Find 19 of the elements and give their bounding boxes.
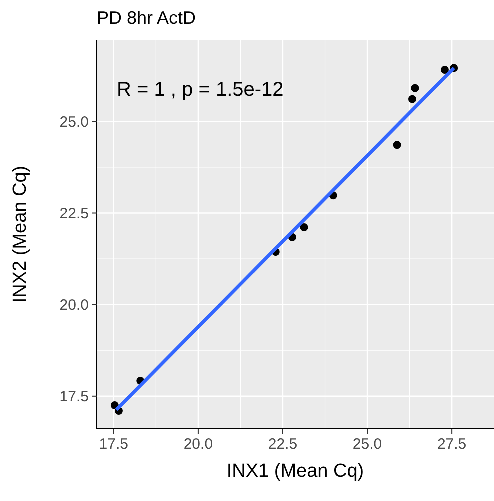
x-tick-label: 20.0 (184, 436, 214, 453)
x-tick-label: 25.0 (352, 436, 382, 453)
annotation: R = 1 , p = 1.5e-12 (117, 79, 284, 101)
x-axis-title: INX1 (Mean Cq) (226, 461, 364, 482)
x-tick-label: 27.5 (437, 436, 467, 453)
y-tick-label: 22.5 (60, 206, 89, 223)
x-tick-label: 17.5 (99, 436, 129, 453)
point (408, 95, 417, 104)
y-axis-title: INX2 (Mean Cq) (10, 166, 31, 304)
y-tick-label: 20.0 (60, 297, 89, 314)
x-tick-label: 22.5 (268, 436, 298, 453)
point (110, 402, 119, 410)
point (393, 141, 402, 150)
chart-title: PD 8hr ActD (97, 8, 196, 28)
point (300, 224, 308, 232)
y-tick-label: 17.5 (60, 388, 89, 406)
point (440, 66, 449, 74)
point (411, 84, 420, 92)
y-tick-label: 25.0 (60, 114, 89, 131)
